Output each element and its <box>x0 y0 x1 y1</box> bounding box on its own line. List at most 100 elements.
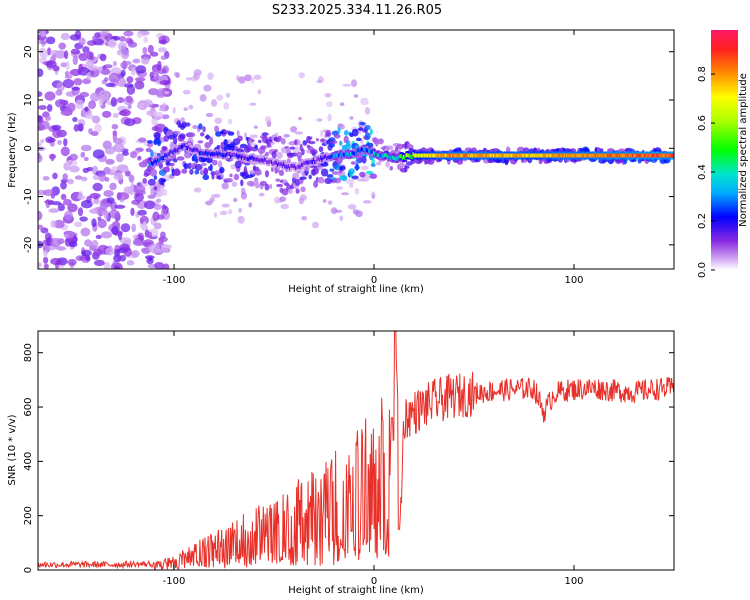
spectrogram-x-tick-label: -100 <box>163 275 186 286</box>
spectrogram-noise-cell <box>62 78 75 89</box>
spectrogram-energy-cell <box>296 151 303 159</box>
spectrogram-noise-cell <box>299 194 307 201</box>
spectrogram-energy-cell <box>280 138 286 145</box>
spectrogram-noise-cell <box>327 113 332 122</box>
spectrogram-energy-cell <box>339 140 343 146</box>
snr-y-tick-label: 0 <box>23 567 34 573</box>
spectrogram-noise-cell <box>91 199 102 205</box>
spectrogram-noise-cell <box>140 181 149 187</box>
spectrogram-energy-cell <box>288 141 297 146</box>
spectrogram-noise-cell <box>155 88 168 97</box>
spectrogram-noise-cell <box>137 155 142 161</box>
spectrogram-energy-cell <box>333 177 342 184</box>
spectrogram-noise-cell <box>265 116 272 123</box>
spectrogram-energy-cell <box>162 178 167 182</box>
spectrogram-noise-cell <box>93 259 105 267</box>
spectrogram-noise-cell <box>199 94 207 102</box>
spectrogram-energy-cell <box>194 169 200 175</box>
spectrogram-noise-cell <box>341 192 350 196</box>
spectrogram-noise-cell <box>83 156 89 162</box>
spectrogram-noise-cell <box>116 97 125 103</box>
spectrogram-noise-cell <box>211 99 218 107</box>
spectrogram-noise-cell <box>147 256 153 262</box>
spectrogram-energy-cell <box>181 168 188 174</box>
spectrogram-noise-cell <box>134 80 145 90</box>
spectrogram-noise-cell <box>132 58 141 64</box>
spectrogram-energy-cell <box>309 148 318 155</box>
spectrogram-energy-cell <box>204 142 211 149</box>
spectrogram-noise-cell <box>214 117 222 124</box>
spectrogram-noise-cell <box>207 72 214 81</box>
spectrogram-noise-cell <box>253 125 258 129</box>
spectrogram-noise-cell <box>63 198 72 206</box>
spectrogram-noise-cell <box>158 106 166 112</box>
spectrogram-energy-cell <box>348 168 355 175</box>
snr-x-tick-label: 100 <box>564 576 583 587</box>
spectrogram-noise-cell <box>163 189 168 196</box>
spectrogram-energy-cell <box>308 174 312 180</box>
spectrogram-noise-cell <box>40 138 45 144</box>
spectrogram-noise-cell <box>39 47 46 53</box>
spectrogram-energy-cell <box>276 183 284 188</box>
spectrogram-noise-cell <box>142 177 147 184</box>
spectrogram-noise-cell <box>102 110 112 118</box>
spectrogram-noise-cell <box>112 60 117 67</box>
spectrogram-noise-cell <box>240 191 248 200</box>
spectrogram-noise-cell <box>342 83 352 87</box>
spectrogram-noise-cell <box>119 36 126 42</box>
spectrogram-noise-cell <box>155 198 162 203</box>
spectrogram-noise-cell <box>120 49 130 60</box>
spectrogram-x-ticks: -100 0 100 <box>163 30 584 286</box>
spectrogram-noise-cell <box>130 207 135 216</box>
spectrogram-energy-cell <box>243 165 248 174</box>
spectrogram-noise-cell <box>60 62 67 68</box>
spectrogram-energy-cell <box>209 163 213 172</box>
spectrogram-noise-cell <box>109 182 117 191</box>
spectrogram-noise-cell <box>108 72 121 83</box>
spectrogram-energy-cell <box>244 162 251 166</box>
spectrogram-noise-cell <box>143 100 154 107</box>
spectrogram-noise-cell <box>92 149 105 159</box>
spectrogram-noise-cell <box>40 227 49 234</box>
spectrogram-noise-cell <box>131 250 140 258</box>
spectrogram-noise-cell <box>98 173 107 182</box>
spectrogram-noise-cell <box>130 182 135 192</box>
spectrogram-noise-cell <box>44 199 55 204</box>
spectrogram-noise-cell <box>67 178 74 185</box>
colorbar-gradient <box>711 30 738 270</box>
spectrogram-noise-cell <box>43 256 49 264</box>
spectrogram-noise-cell <box>158 237 164 245</box>
spectrogram-noise-cell <box>80 200 93 209</box>
spectrogram-noise-cell <box>182 89 191 95</box>
spectrogram-noise-cell <box>116 153 124 163</box>
spectrogram-noise-cell <box>161 114 170 120</box>
spectrogram-noise-cell <box>172 107 176 114</box>
spectrogram-energy-cell <box>320 138 326 143</box>
spectrogram-energy-cell <box>179 133 186 140</box>
spectrogram-energy-cell <box>277 135 282 140</box>
spectrogram-noise-cell <box>114 265 120 269</box>
spectrogram-energy-cell <box>389 166 394 171</box>
spectrogram-noise-cell <box>183 107 188 111</box>
spectrogram-energy-cell <box>295 188 300 194</box>
spectrogram-energy-cell <box>265 151 269 157</box>
spectrogram-energy-cell <box>246 180 255 187</box>
spectrogram-noise-cell <box>65 60 70 71</box>
spectrogram-energy-cell <box>209 137 214 145</box>
spectrogram-noise-cell <box>259 192 265 197</box>
spectrogram-energy-cell <box>326 174 334 178</box>
spectrogram-energy-cell <box>168 162 175 167</box>
spectrogram-noise-cell <box>106 197 115 204</box>
spectrogram-energy-cell <box>299 176 307 180</box>
spectrogram-noise-cell <box>117 49 122 56</box>
spectrogram-noise-cell <box>44 91 56 101</box>
spectrogram-noise-cell <box>362 200 372 204</box>
spectrogram-noise-cell <box>360 97 369 106</box>
spectrogram-noise-cell <box>244 132 247 138</box>
spectrogram-energy-cell <box>260 145 267 150</box>
spectrogram-noise-cell <box>60 109 73 116</box>
spectrogram-y-tick-label: 0 <box>23 145 34 151</box>
spectrogram-noise-cell <box>136 103 145 109</box>
spectrogram-noise-cell <box>142 159 148 165</box>
